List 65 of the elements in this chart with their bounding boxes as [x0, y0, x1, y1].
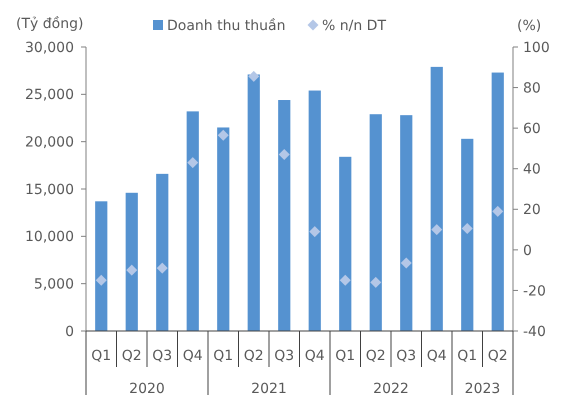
legend-label: Doanh thu thuần	[167, 18, 286, 34]
bar	[186, 111, 199, 331]
bar	[248, 74, 260, 331]
y2-tick-label: 80	[523, 80, 541, 96]
y-axis-title: (Tỷ đồng)	[16, 16, 84, 32]
x-tick-label: Q2	[488, 348, 508, 364]
bar	[400, 115, 412, 331]
y2-tick-label: -40	[523, 324, 546, 340]
y-tick-label: 10,000	[25, 229, 74, 246]
y-tick-label: 25,000	[25, 87, 74, 104]
x-tick-label: Q1	[91, 348, 112, 364]
x-tick-label: Q2	[122, 348, 142, 364]
y2-tick-label: 0	[523, 242, 532, 259]
point	[400, 258, 412, 269]
point	[340, 274, 351, 286]
x-tick-label: Q4	[182, 348, 203, 364]
text: 2021	[251, 380, 287, 397]
x-tick-label: Q3	[152, 348, 172, 364]
x-tick-label: Q4	[304, 348, 325, 364]
y-tick-label: 5,000	[34, 276, 74, 293]
text: 2020	[129, 380, 165, 397]
point	[370, 276, 382, 288]
point	[96, 274, 107, 286]
point	[156, 262, 168, 274]
y-tick-label: 15,000	[25, 182, 74, 198]
text: 2022	[373, 380, 409, 397]
point	[309, 226, 320, 238]
x-tick-label: Q2	[244, 348, 264, 364]
x-tick-label: Q2	[366, 348, 386, 364]
x-tick-label: Q3	[274, 348, 294, 364]
point	[278, 149, 290, 160]
y2-tick-label: 60	[523, 121, 541, 138]
y-tick-label: 30,000	[25, 40, 74, 56]
y2-tick-label: -20	[523, 283, 546, 300]
text: 2023	[464, 380, 500, 397]
point	[187, 157, 198, 168]
bar	[492, 72, 504, 331]
x-tick-label: Q3	[396, 348, 416, 364]
point	[126, 264, 138, 276]
bar	[217, 127, 230, 331]
bar	[461, 138, 474, 331]
y2-axis-title: (%)	[517, 18, 542, 34]
bar	[339, 156, 352, 331]
x-tick-label: Q1	[213, 348, 234, 364]
bar	[308, 90, 321, 331]
bar	[370, 114, 382, 331]
bar	[430, 66, 443, 331]
x-tick-label: Q1	[335, 348, 356, 364]
y-tick-label: 20,000	[25, 134, 74, 151]
point	[462, 223, 473, 234]
x-tick-label: Q1	[457, 348, 478, 364]
y2-tick-label: 100	[523, 40, 550, 56]
legend-label: % n/n DT	[322, 18, 386, 34]
point	[492, 206, 504, 217]
point	[248, 70, 260, 82]
bar	[156, 174, 168, 331]
y2-tick-label: 20	[523, 202, 541, 218]
y-tick-label: 0	[65, 324, 74, 340]
bar	[278, 100, 290, 331]
point	[218, 130, 229, 141]
point	[431, 224, 442, 236]
y2-tick-label: 40	[523, 162, 541, 178]
bar	[126, 192, 138, 331]
bar	[95, 201, 108, 331]
x-tick-label: Q4	[426, 348, 447, 364]
